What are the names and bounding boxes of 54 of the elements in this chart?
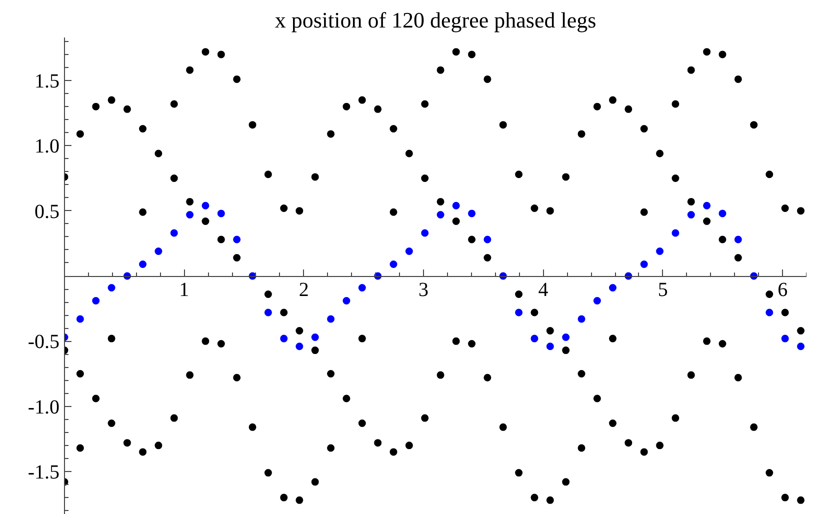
point	[154, 247, 162, 255]
point	[640, 260, 648, 268]
point	[515, 308, 523, 316]
point	[546, 342, 554, 350]
point	[342, 297, 350, 305]
point	[108, 284, 116, 292]
point	[608, 284, 616, 292]
x-tick-label: 6	[778, 279, 788, 301]
y-tick-label: -1.5	[28, 461, 60, 484]
point	[405, 247, 413, 255]
point	[296, 342, 304, 350]
point	[421, 229, 429, 237]
point	[656, 247, 664, 255]
point	[452, 202, 460, 210]
x-tick-label: 5	[658, 279, 668, 301]
point	[593, 297, 601, 305]
y-tick-label: -1.0	[28, 396, 60, 418]
point	[170, 229, 178, 237]
point	[233, 236, 241, 244]
point	[718, 210, 726, 218]
chart-title: x position of 120 degree phased legs	[274, 8, 596, 32]
point	[578, 315, 586, 323]
point	[390, 260, 398, 268]
point	[280, 334, 288, 342]
x-tick-label: 4	[538, 279, 548, 301]
y-tick-label: 1.0	[34, 136, 60, 158]
point	[311, 334, 319, 341]
point	[562, 334, 570, 341]
point	[92, 297, 100, 305]
point	[484, 236, 492, 244]
x-tick-label: 1	[179, 279, 190, 301]
y-tick-label: -0.5	[28, 331, 60, 354]
point	[76, 315, 84, 323]
point	[202, 202, 210, 210]
point	[186, 211, 194, 218]
point	[264, 308, 272, 316]
point	[687, 211, 695, 218]
point	[436, 211, 444, 218]
point	[703, 202, 711, 210]
x-tick-label: 2	[298, 279, 309, 301]
point	[766, 308, 774, 316]
point	[672, 229, 680, 237]
point	[358, 284, 366, 292]
point	[797, 342, 805, 350]
point	[734, 236, 742, 244]
point	[781, 334, 789, 342]
y-tick-label: 0.5	[34, 200, 60, 223]
point	[530, 334, 538, 342]
point	[217, 210, 225, 218]
point	[468, 210, 476, 218]
point	[327, 315, 335, 323]
x-tick-label: 3	[418, 279, 429, 301]
y-tick-label: 1.5	[34, 70, 60, 93]
point	[139, 260, 147, 268]
